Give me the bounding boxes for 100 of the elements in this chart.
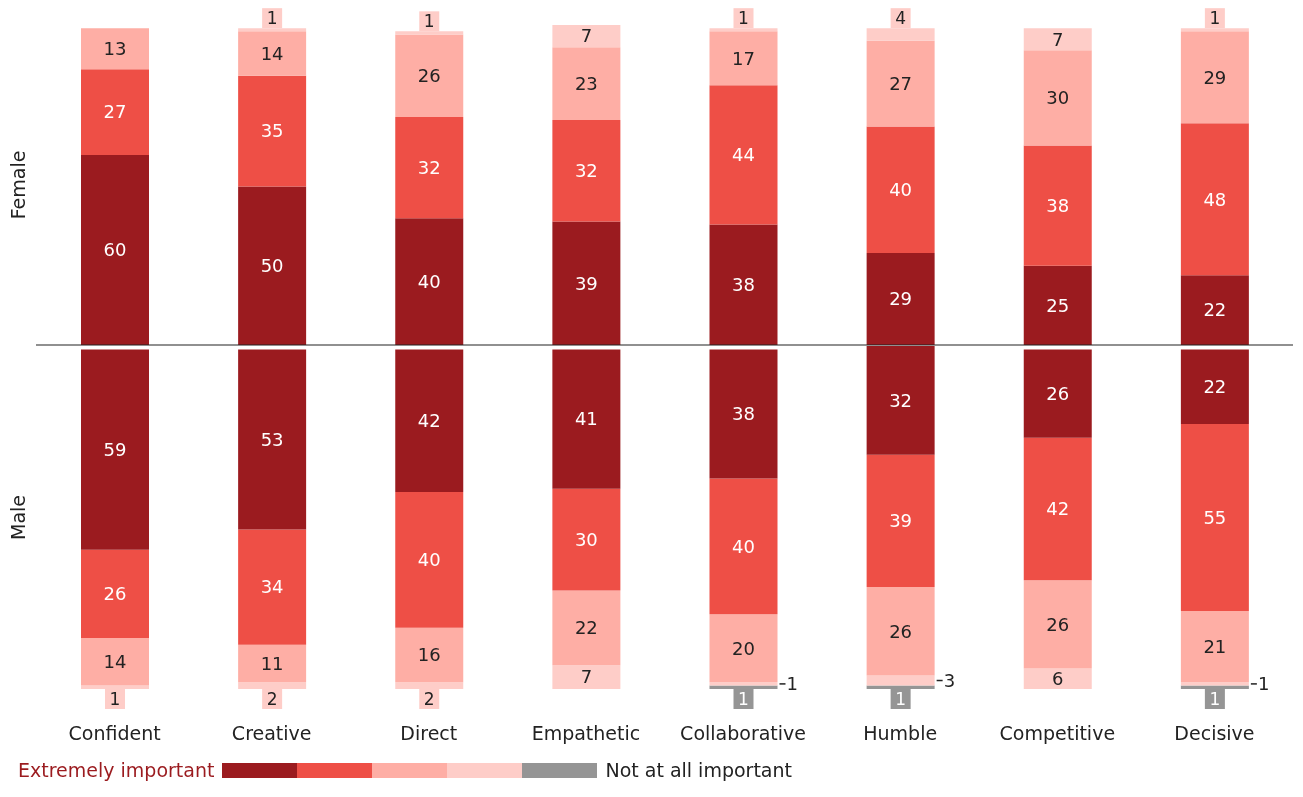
data-label: 22 xyxy=(574,617,598,639)
legend-label: Not at all important xyxy=(605,759,792,781)
data-label: 4 xyxy=(895,8,907,29)
bar xyxy=(552,120,621,222)
bar xyxy=(395,34,464,117)
bar xyxy=(1023,145,1092,266)
bar xyxy=(866,40,935,127)
data-label: 26 xyxy=(889,620,913,642)
data-label: 42 xyxy=(1046,498,1070,520)
bar xyxy=(552,221,621,345)
bar xyxy=(238,529,307,645)
bar xyxy=(1180,610,1249,683)
data-label: 26 xyxy=(103,583,127,605)
bar xyxy=(1180,424,1249,611)
data-label: 22 xyxy=(1203,376,1227,398)
data-label: 30 xyxy=(574,528,598,550)
bar xyxy=(866,454,935,588)
bar xyxy=(866,587,935,676)
data-label: 21 xyxy=(1203,635,1227,657)
data-label: 13 xyxy=(103,38,127,60)
bar xyxy=(709,614,778,683)
data-label: 32 xyxy=(574,160,598,182)
x-tick-label: Creative xyxy=(231,722,312,745)
bar xyxy=(238,186,307,345)
data-label: 55 xyxy=(1203,506,1227,528)
data-label: 1 xyxy=(1257,673,1270,695)
data-label: 44 xyxy=(732,144,755,166)
data-label: 29 xyxy=(889,288,913,310)
bar xyxy=(552,590,621,666)
x-tick-label: Humble xyxy=(863,722,938,745)
data-label: 22 xyxy=(1203,299,1227,321)
data-label: 50 xyxy=(260,255,284,277)
data-label: 7 xyxy=(580,25,593,47)
bar xyxy=(1023,28,1092,51)
bar xyxy=(395,218,464,345)
data-label: 40 xyxy=(417,549,441,571)
data-label: 38 xyxy=(732,274,755,296)
bar xyxy=(81,349,149,550)
data-label: 27 xyxy=(103,101,127,123)
data-label: 35 xyxy=(260,120,284,142)
data-label: 7 xyxy=(1052,28,1064,50)
x-tick-label: Competitive xyxy=(999,722,1116,745)
data-label: 26 xyxy=(1046,382,1070,404)
data-label: 1 xyxy=(266,8,278,29)
bar xyxy=(866,126,935,254)
data-label: 26 xyxy=(1046,613,1070,635)
bar xyxy=(238,644,307,683)
data-label: 39 xyxy=(889,510,913,532)
data-label: 41 xyxy=(574,408,598,430)
data-label: 1 xyxy=(786,673,798,695)
bar xyxy=(709,478,778,615)
bar xyxy=(1023,50,1092,146)
data-label: 17 xyxy=(732,47,755,69)
data-label: 2 xyxy=(266,688,278,709)
bar xyxy=(709,349,778,479)
bar xyxy=(1180,123,1249,276)
bar xyxy=(395,492,464,628)
bar xyxy=(238,349,307,530)
bar xyxy=(1180,31,1249,124)
bar xyxy=(81,549,149,639)
data-label: 32 xyxy=(417,156,441,178)
data-label: 11 xyxy=(260,652,284,674)
data-label: 40 xyxy=(889,179,913,201)
data-label: 60 xyxy=(103,239,127,261)
x-tick-label: Empathetic xyxy=(531,722,641,745)
data-label: 27 xyxy=(889,72,913,94)
x-tick-label: Confident xyxy=(68,722,161,745)
bar xyxy=(81,638,149,686)
bar xyxy=(1023,580,1092,669)
data-label: 29 xyxy=(1203,66,1227,88)
data-label: 1 xyxy=(738,8,749,29)
data-label: 39 xyxy=(574,272,598,294)
data-label: 1 xyxy=(1209,8,1221,29)
data-label: 30 xyxy=(1046,87,1070,109)
bar xyxy=(1023,265,1092,345)
bar xyxy=(238,31,307,76)
data-label: 1 xyxy=(423,11,435,32)
bar xyxy=(1023,668,1092,689)
data-label: 20 xyxy=(732,637,755,659)
data-label: 42 xyxy=(417,410,441,432)
data-label: 23 xyxy=(574,72,598,94)
data-label: 40 xyxy=(417,270,441,292)
bar xyxy=(238,75,307,187)
data-label: 3 xyxy=(943,669,956,691)
bar xyxy=(709,224,778,345)
data-label: 38 xyxy=(1046,194,1070,216)
x-tick-label: Direct xyxy=(400,722,458,745)
bar xyxy=(1180,275,1249,345)
data-label: 40 xyxy=(732,535,755,557)
x-tick-label: Collaborative xyxy=(680,722,807,745)
bar xyxy=(81,154,149,345)
data-label: 1 xyxy=(895,688,907,709)
bar xyxy=(552,665,621,689)
data-label: 32 xyxy=(889,389,913,411)
y-axis-title: Female xyxy=(6,150,29,220)
bar xyxy=(709,31,778,86)
data-label: 7 xyxy=(580,666,593,688)
bar xyxy=(552,25,621,48)
data-label: 2 xyxy=(423,688,435,709)
bar xyxy=(395,349,464,493)
